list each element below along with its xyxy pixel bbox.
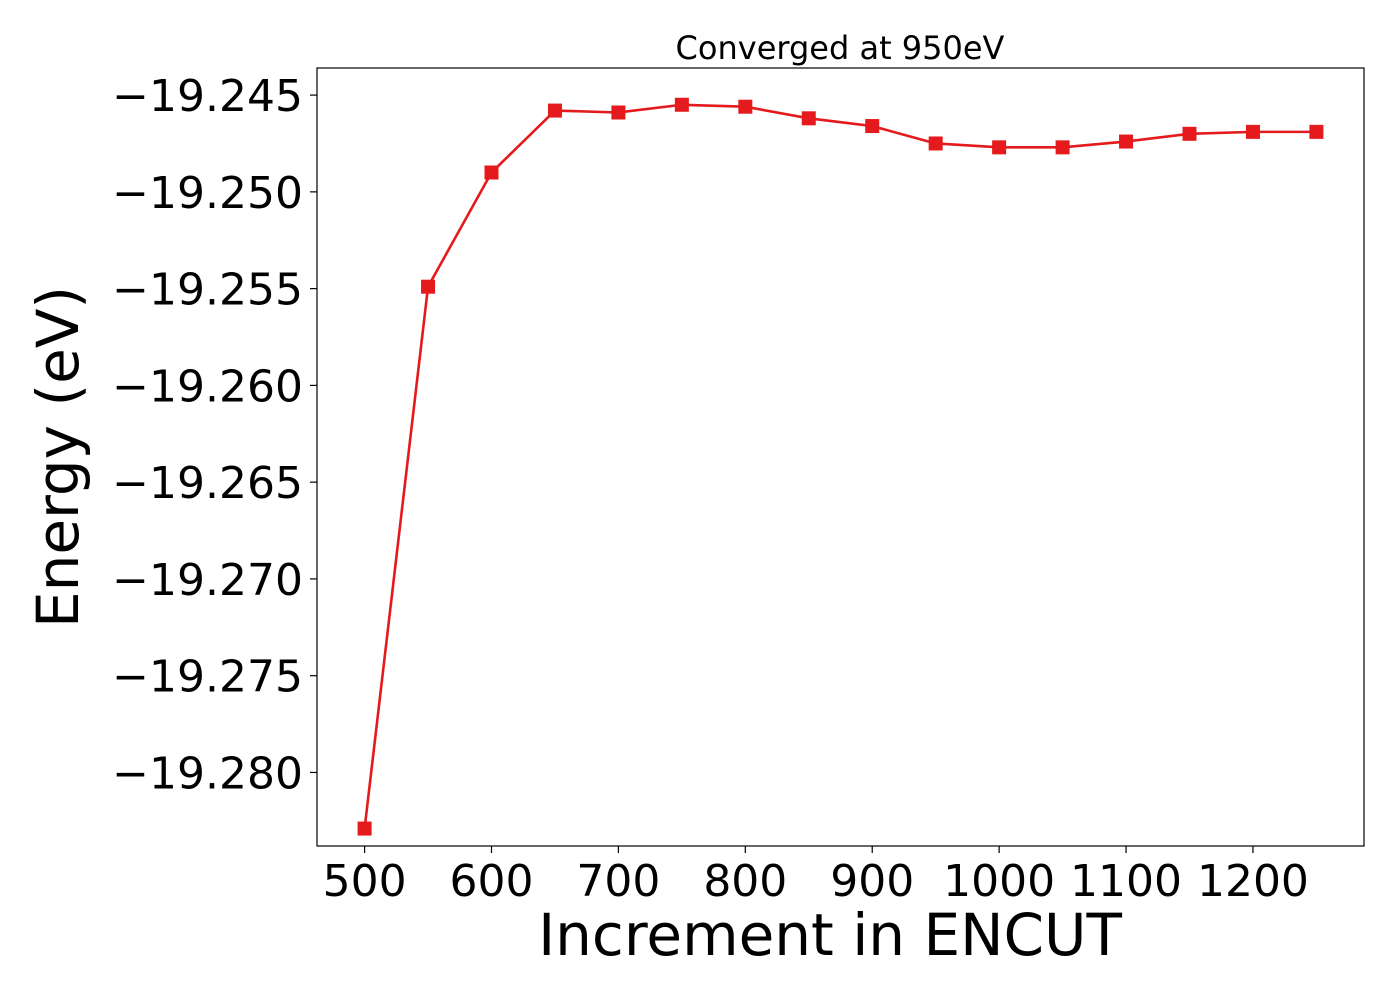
y-tick-label: −19.260 — [112, 361, 303, 412]
y-tick-label: −19.265 — [112, 458, 303, 509]
data-point-marker — [992, 140, 1007, 155]
chart-title: Converged at 950eV — [676, 29, 1005, 67]
data-point-marker — [865, 119, 880, 134]
data-point-marker — [421, 279, 436, 294]
data-point-marker — [611, 105, 626, 120]
x-axis-label: Increment in ENCUT — [538, 901, 1122, 969]
x-tick-label: 1200 — [1197, 856, 1309, 907]
y-axis-label: Energy (eV) — [24, 286, 92, 628]
data-point-marker — [928, 136, 943, 151]
data-point-marker — [1055, 140, 1070, 155]
data-point-marker — [674, 97, 689, 112]
data-point-marker — [1182, 126, 1197, 141]
x-tick-label: 900 — [830, 856, 914, 907]
plot-area: 500 600 700 800 900 1000 1100 1200 −19.245 −19.25… — [112, 67, 1365, 907]
y-tick-label: −19.255 — [112, 265, 303, 316]
y-tick-label: −19.250 — [112, 168, 303, 219]
y-tick-label: −19.280 — [112, 748, 303, 799]
data-point-marker — [357, 821, 372, 836]
data-point-marker — [1119, 134, 1134, 149]
data-point-marker — [484, 165, 499, 180]
data-point-marker — [1309, 124, 1324, 139]
plot-frame — [316, 67, 1365, 847]
data-point-marker — [1245, 124, 1260, 139]
x-tick-label: 1100 — [1070, 856, 1182, 907]
x-tick-label: 600 — [450, 856, 534, 907]
y-tick-label: −19.275 — [112, 652, 303, 703]
y-tick-label: −19.245 — [112, 71, 303, 122]
data-point-marker — [547, 103, 562, 118]
data-point-marker — [738, 99, 753, 114]
x-tick-label: 500 — [323, 856, 407, 907]
series-line — [363, 103, 1317, 829]
x-tick-label: 1000 — [943, 856, 1055, 907]
x-tick-label: 800 — [703, 856, 787, 907]
data-point-marker — [801, 111, 816, 126]
x-tick-label: 700 — [576, 856, 660, 907]
y-tick-label: −19.270 — [112, 555, 303, 606]
